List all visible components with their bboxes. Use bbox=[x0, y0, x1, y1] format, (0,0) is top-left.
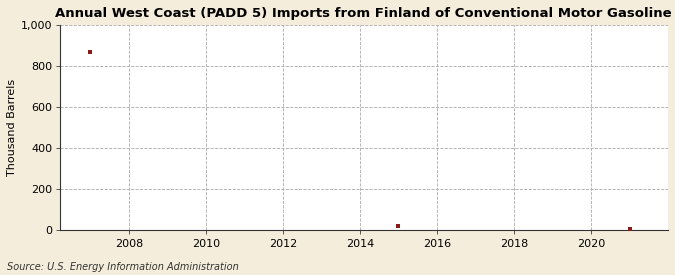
Y-axis label: Thousand Barrels: Thousand Barrels bbox=[7, 79, 17, 177]
Point bbox=[85, 50, 96, 54]
Title: Annual West Coast (PADD 5) Imports from Finland of Conventional Motor Gasoline: Annual West Coast (PADD 5) Imports from … bbox=[55, 7, 672, 20]
Point bbox=[393, 224, 404, 228]
Text: Source: U.S. Energy Information Administration: Source: U.S. Energy Information Administ… bbox=[7, 262, 238, 272]
Point bbox=[624, 227, 635, 232]
